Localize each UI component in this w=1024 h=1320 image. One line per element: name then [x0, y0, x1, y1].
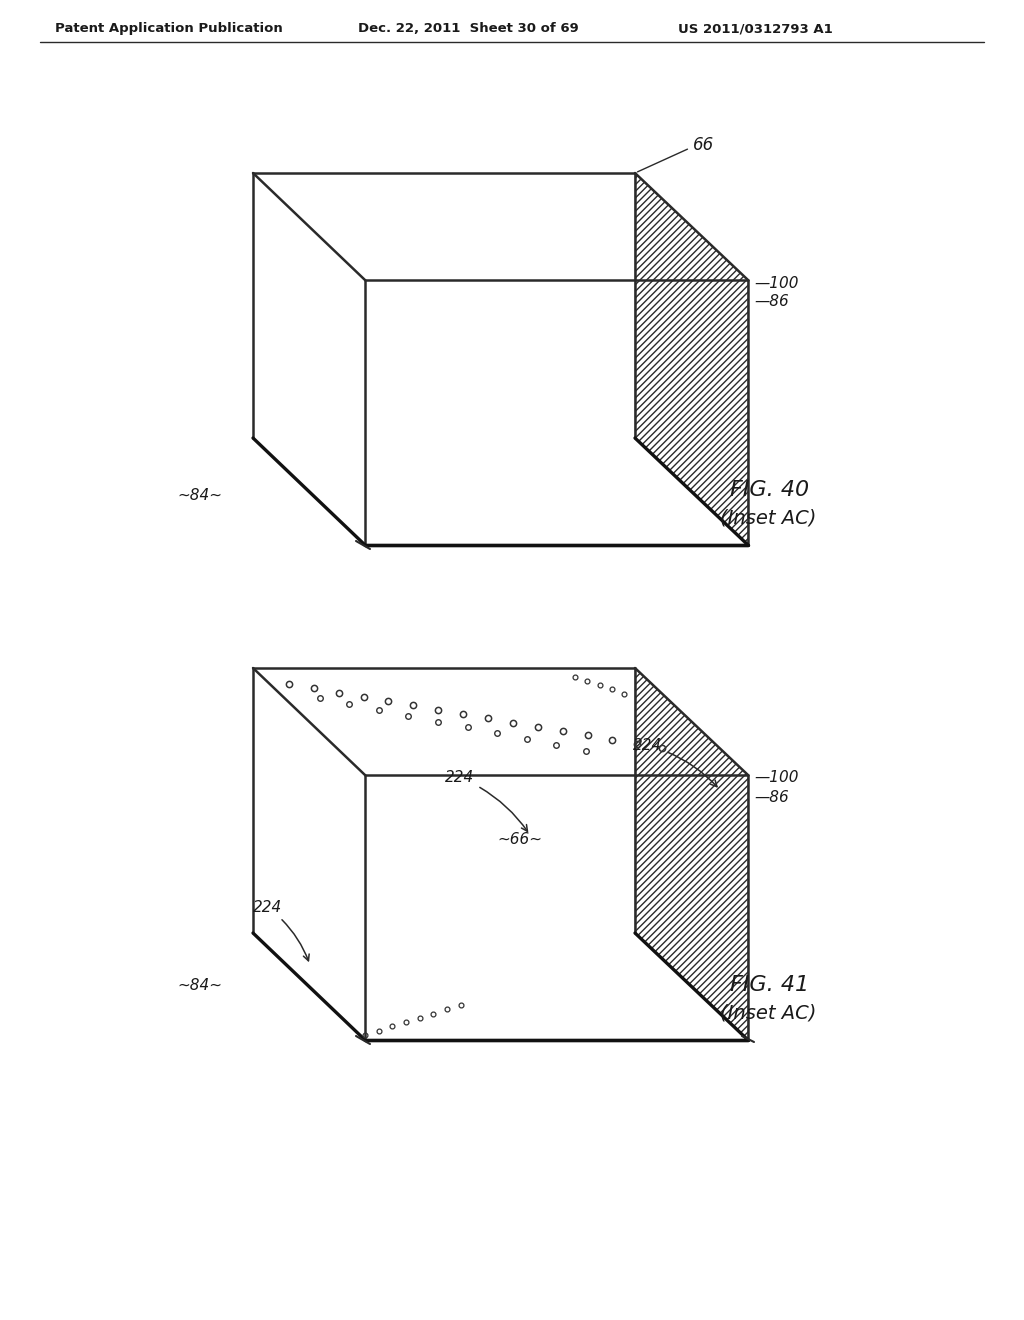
Text: —86: —86 — [754, 294, 788, 309]
Text: (Inset AC): (Inset AC) — [720, 508, 816, 528]
Polygon shape — [635, 173, 748, 545]
Text: FIG. 40: FIG. 40 — [730, 480, 809, 500]
Text: (Inset AC): (Inset AC) — [720, 1003, 816, 1023]
Polygon shape — [365, 280, 748, 545]
Text: ~84~: ~84~ — [177, 978, 222, 993]
Text: —86: —86 — [754, 789, 788, 804]
Polygon shape — [253, 668, 748, 775]
Polygon shape — [635, 668, 748, 1040]
Text: 224: 224 — [634, 738, 717, 787]
Text: ~66~: ~66~ — [498, 833, 543, 847]
Polygon shape — [253, 173, 748, 280]
Polygon shape — [365, 775, 748, 1040]
Text: —100: —100 — [754, 771, 799, 785]
Text: —100: —100 — [754, 276, 799, 290]
Text: 224: 224 — [445, 770, 527, 832]
Text: FIG. 41: FIG. 41 — [730, 975, 809, 995]
Text: Patent Application Publication: Patent Application Publication — [55, 22, 283, 36]
Text: Dec. 22, 2011  Sheet 30 of 69: Dec. 22, 2011 Sheet 30 of 69 — [358, 22, 579, 36]
Polygon shape — [635, 668, 748, 1040]
Text: US 2011/0312793 A1: US 2011/0312793 A1 — [678, 22, 833, 36]
Text: 66: 66 — [693, 136, 715, 154]
Text: 224: 224 — [253, 900, 309, 961]
Polygon shape — [635, 173, 748, 545]
Text: ~84~: ~84~ — [177, 487, 222, 503]
